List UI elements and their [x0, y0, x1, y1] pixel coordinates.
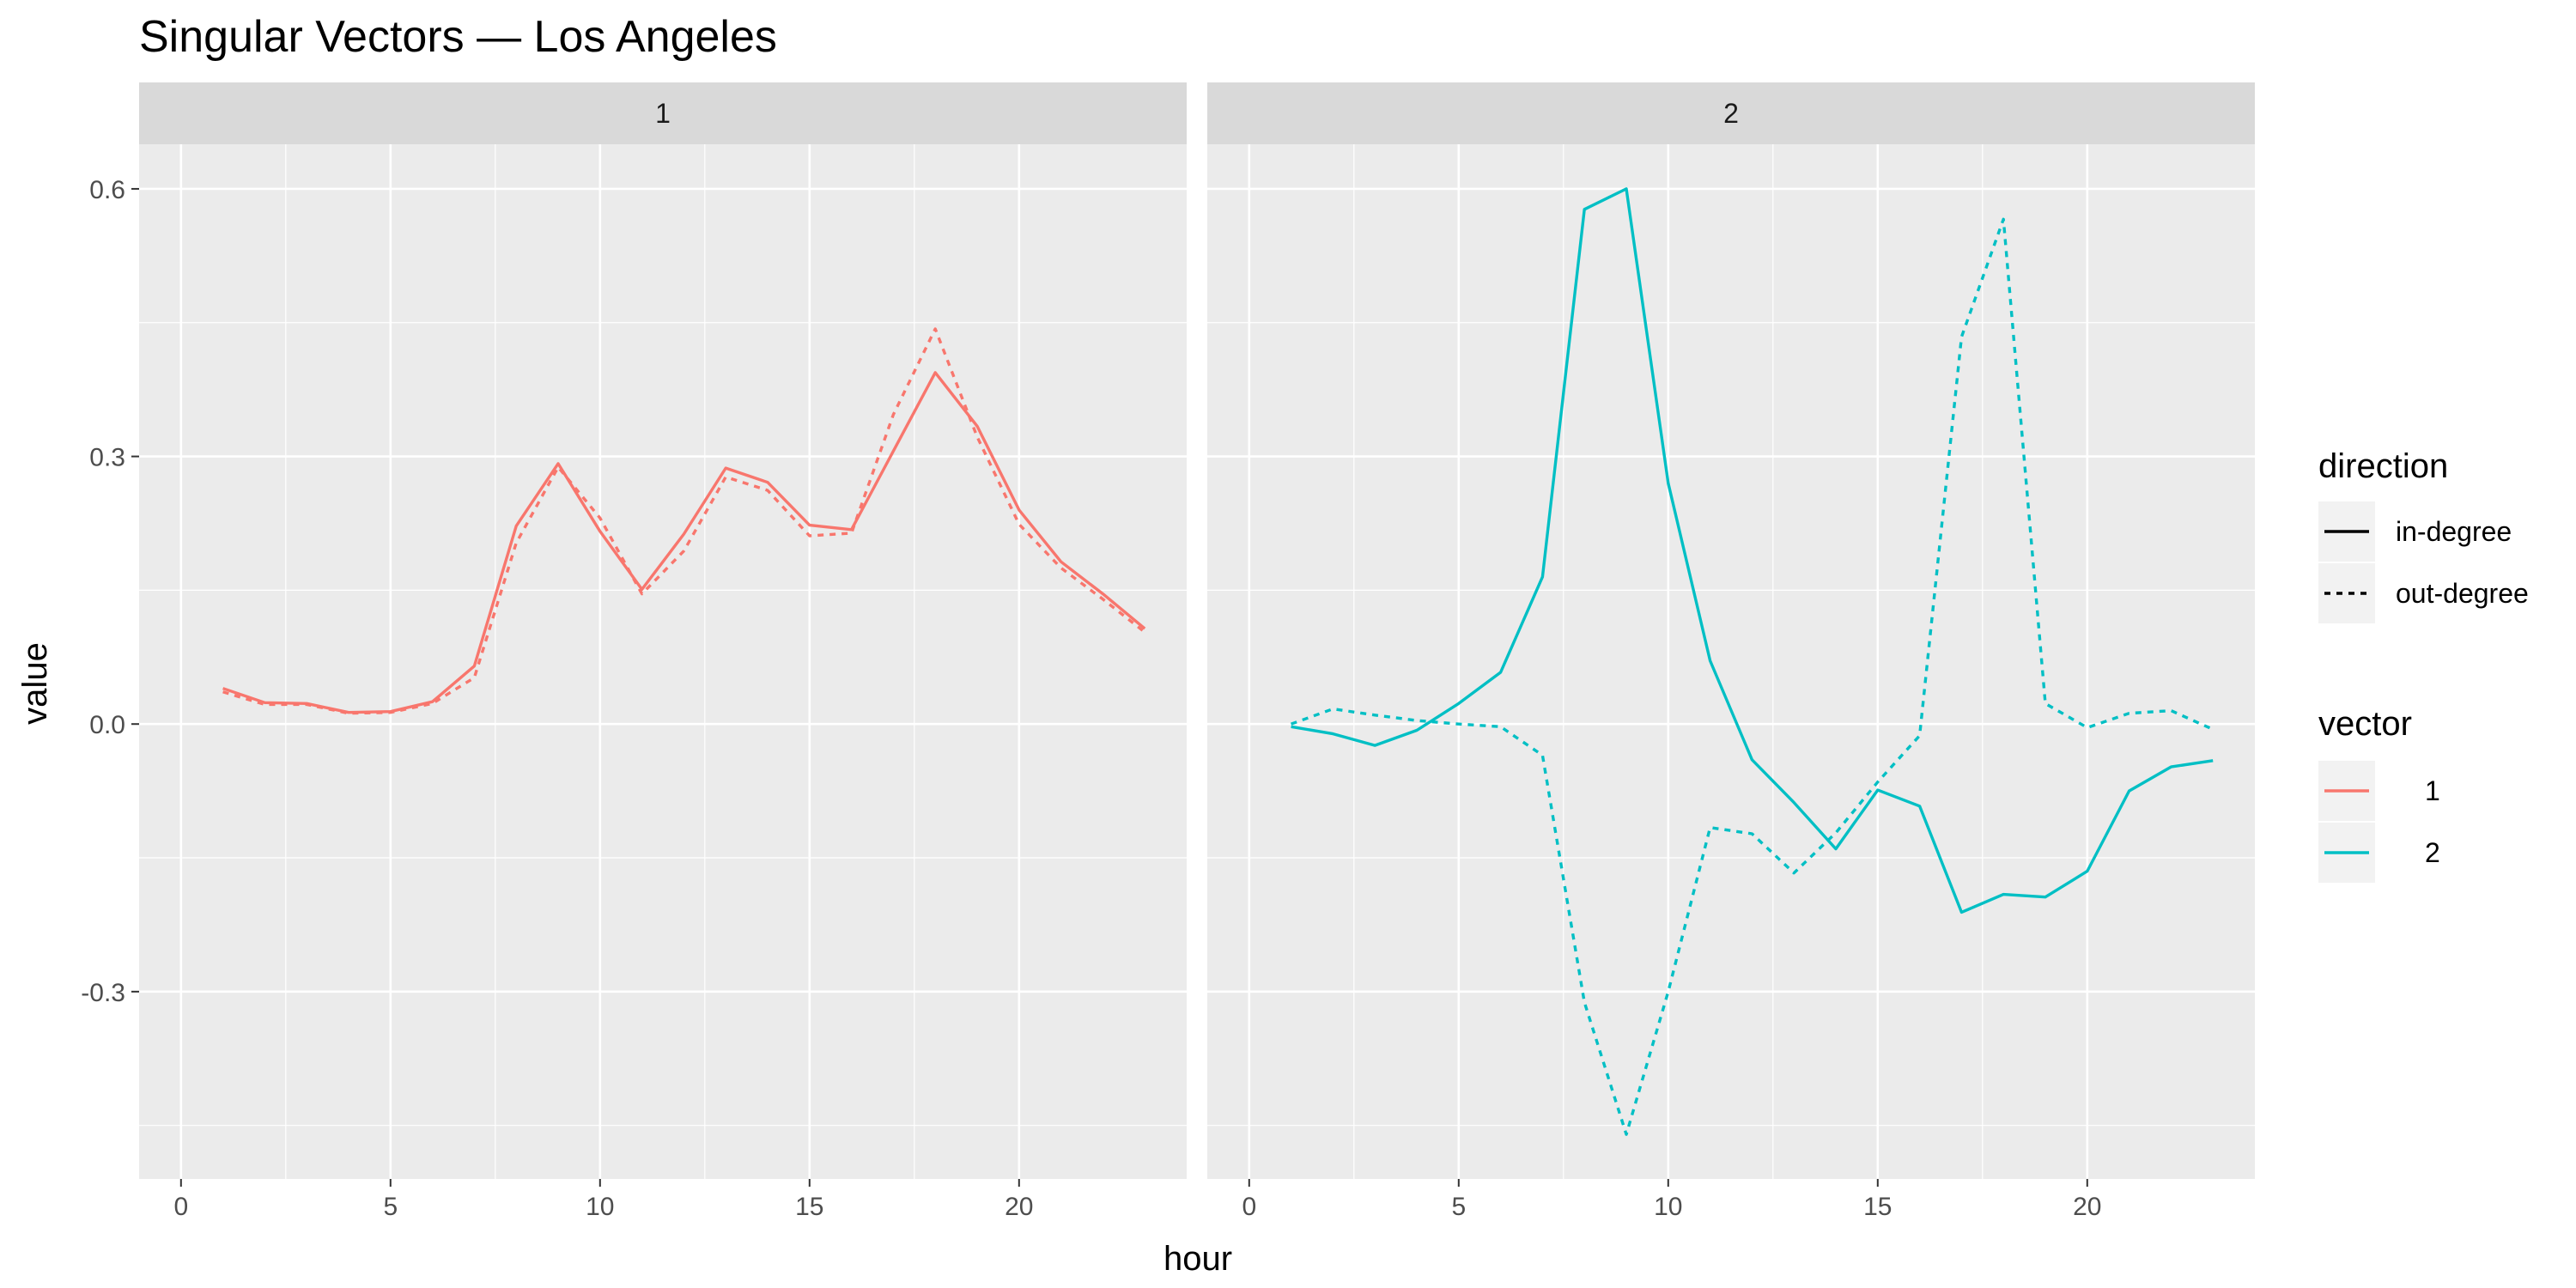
legend-title-vector: vector	[2318, 705, 2412, 743]
panel-background	[1207, 144, 2255, 1179]
y-tick-label: 0.6	[89, 176, 125, 204]
series-line-out-degree	[1291, 217, 2214, 1136]
y-tick-label: -0.3	[81, 979, 125, 1007]
x-tick-label: 0	[1242, 1193, 1256, 1221]
facet-panels: 10 5 10 15 20-0.30.00.30.620 5 10 15 20	[81, 82, 2255, 1221]
x-tick-label: 20	[1005, 1193, 1033, 1221]
panel-background	[139, 144, 1187, 1179]
x-tick-label: 15	[795, 1193, 823, 1221]
panel-1: 10 5 10 15 20-0.30.00.30.6	[81, 82, 1187, 1221]
x-tick-label: 5	[383, 1193, 398, 1221]
legend-label: 2	[2425, 837, 2440, 868]
series-line-in-degree	[1291, 187, 2214, 914]
y-axis-title: value	[16, 642, 54, 725]
y-tick-label: 0.3	[89, 444, 125, 472]
x-tick-label: 0	[173, 1193, 188, 1221]
strip-label: 2	[1723, 98, 1739, 129]
x-tick-label: 10	[1654, 1193, 1682, 1221]
y-tick-label: 0.0	[89, 711, 125, 739]
legend-label: in-degree	[2396, 516, 2512, 547]
strip-label: 1	[655, 98, 671, 129]
x-tick-label: 20	[2073, 1193, 2101, 1221]
x-tick-label: 5	[1451, 1193, 1466, 1221]
chart-title: Singular Vectors — Los Angeles	[139, 12, 777, 62]
strip-background	[1207, 82, 2255, 144]
legend-title-direction: direction	[2318, 447, 2448, 485]
series-line-out-degree	[222, 327, 1146, 715]
x-tick-label: 10	[586, 1193, 614, 1221]
x-tick-label: 15	[1863, 1193, 1892, 1221]
legend-label: out-degree	[2396, 578, 2529, 609]
x-axis-title: hour	[1163, 1240, 1232, 1278]
legend: direction in-degree out-degree vector 1 2	[2318, 447, 2529, 883]
strip-background	[139, 82, 1187, 144]
legend-label: 1	[2425, 775, 2440, 806]
panel-2: 20 5 10 15 20	[1207, 82, 2255, 1221]
